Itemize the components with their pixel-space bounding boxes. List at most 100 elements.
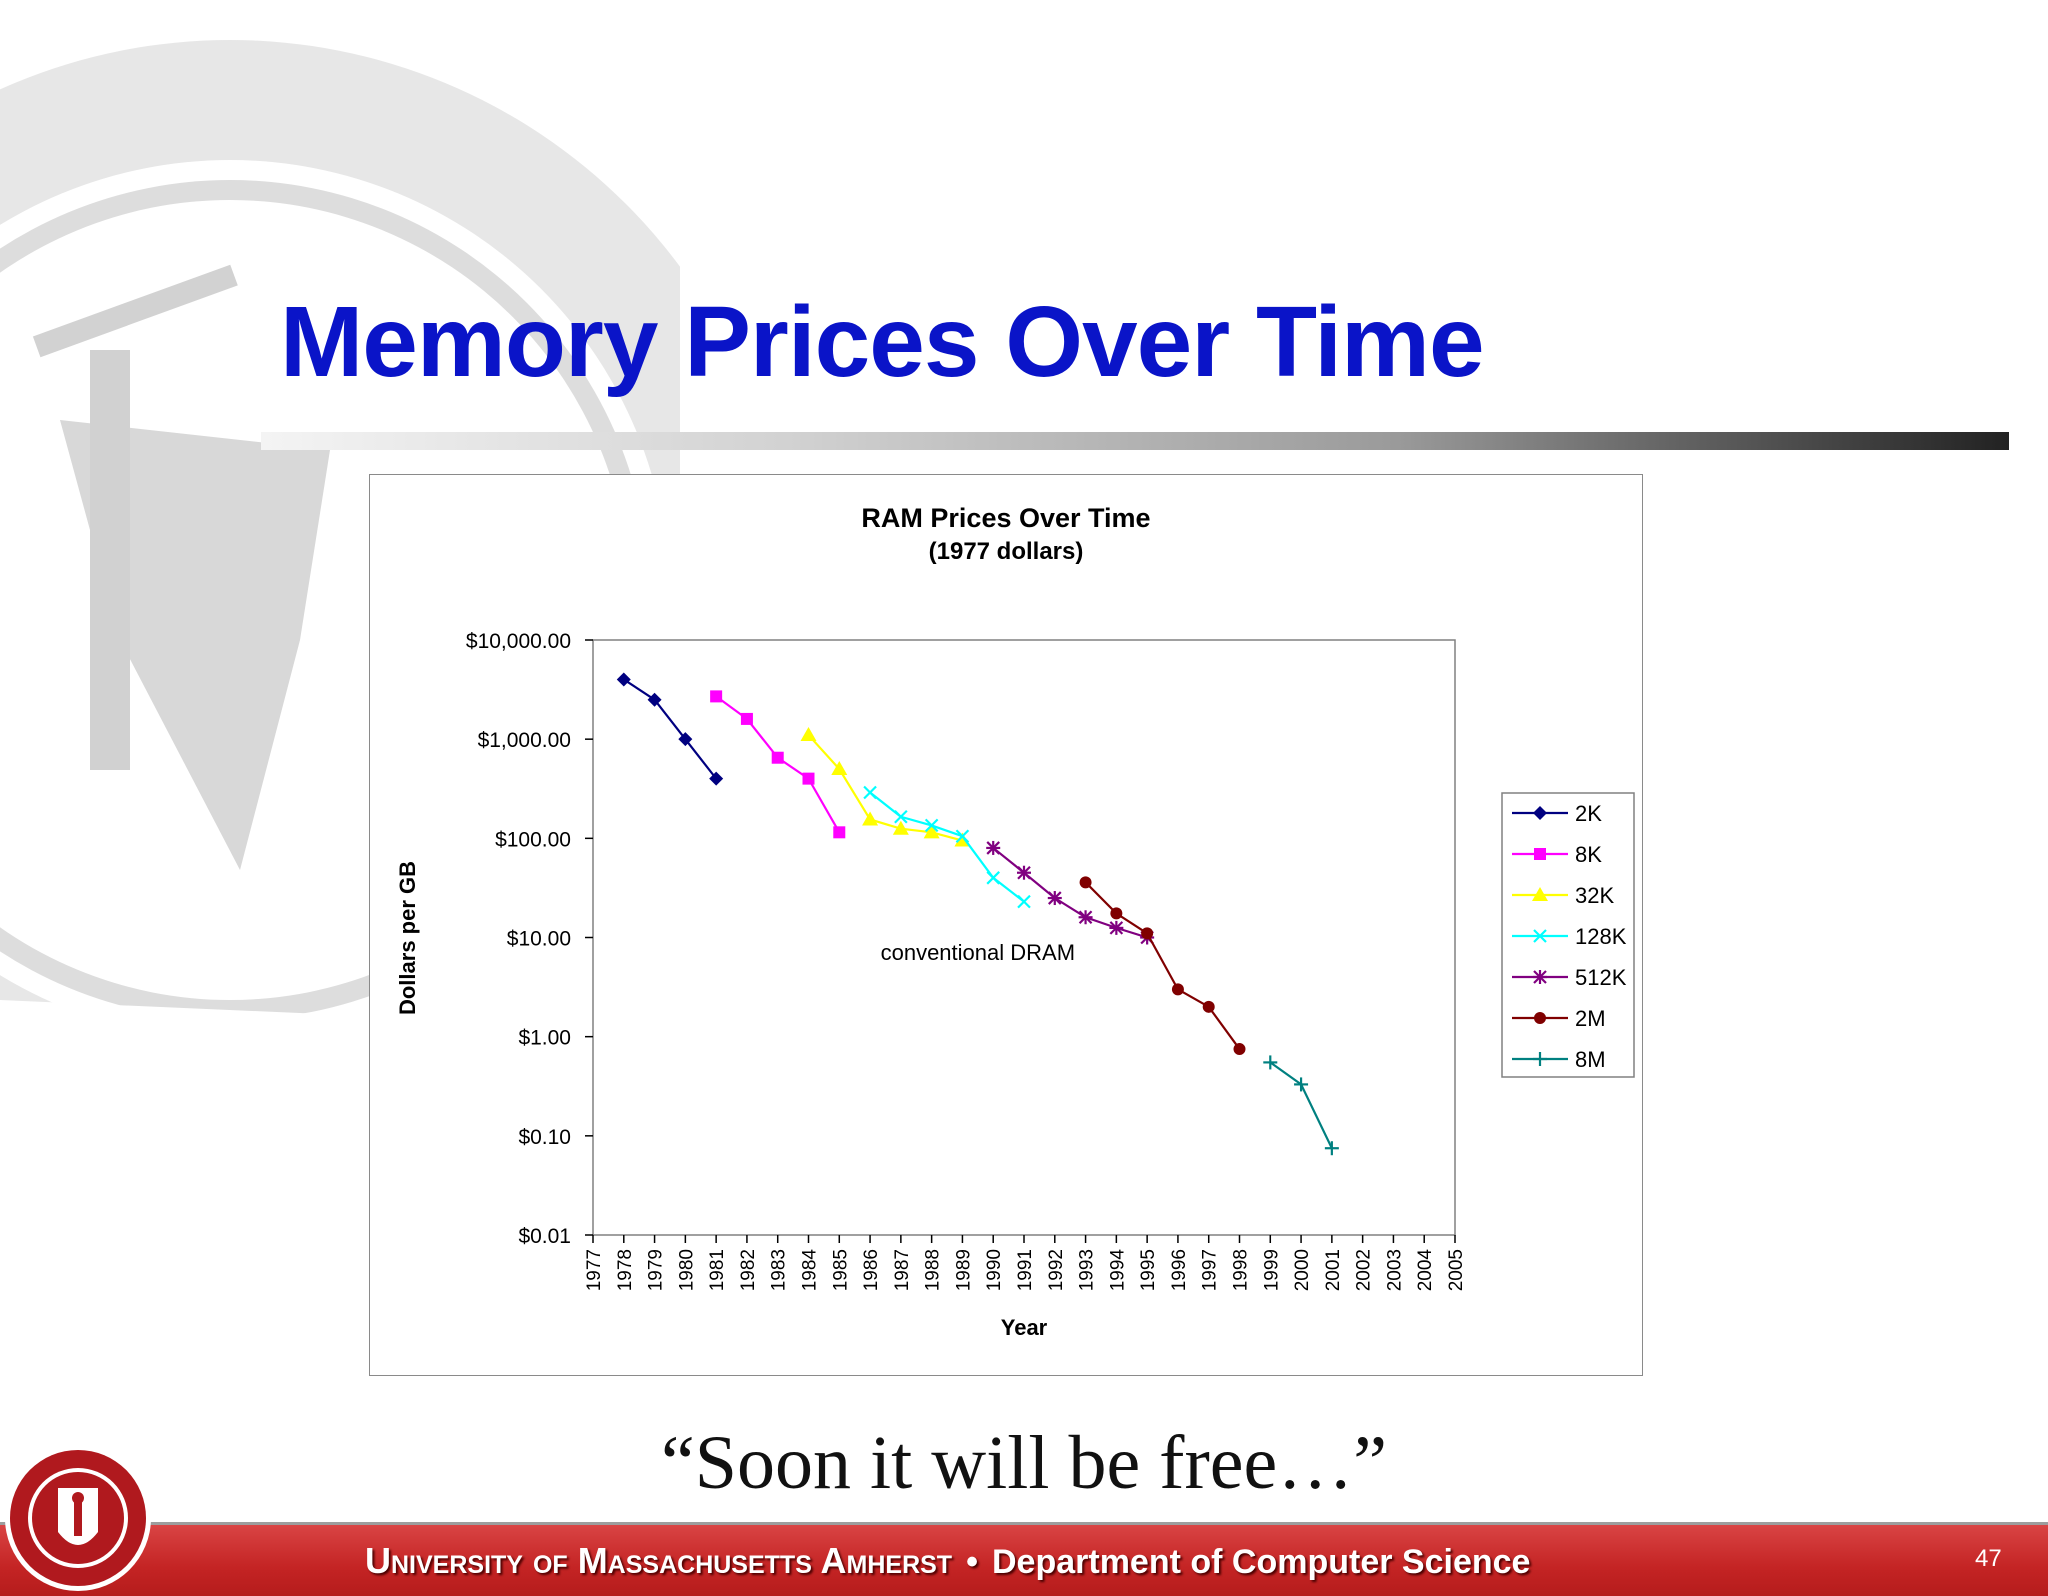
x-tick-label: 1977 bbox=[584, 1249, 605, 1291]
data-point-2k bbox=[709, 771, 724, 786]
series-2k bbox=[616, 672, 724, 786]
y-tick-label: $0.10 bbox=[518, 1126, 571, 1149]
legend-swatch-marker bbox=[1533, 806, 1547, 820]
data-point-8k bbox=[802, 772, 815, 785]
legend-label: 2M bbox=[1575, 1006, 1606, 1031]
x-tick-label: 1979 bbox=[646, 1249, 667, 1291]
y-axis-title: Dollars per GB bbox=[395, 861, 420, 1015]
legend-label: 128K bbox=[1575, 924, 1627, 949]
data-point-32k bbox=[923, 824, 940, 839]
x-axis-title: Year bbox=[1001, 1315, 1048, 1340]
y-tick-label: $100.00 bbox=[495, 828, 571, 851]
data-point-2m bbox=[1233, 1043, 1246, 1056]
data-point-2m bbox=[1171, 983, 1184, 996]
data-point-128k bbox=[955, 829, 970, 844]
data-point-8k bbox=[833, 826, 846, 839]
data-point-32k bbox=[800, 727, 817, 742]
data-point-128k bbox=[894, 809, 908, 824]
legend-item-8k: 8K bbox=[1512, 842, 1602, 867]
data-point-2k bbox=[647, 692, 662, 707]
plot-area bbox=[592, 639, 1456, 1236]
legend-label: 8M bbox=[1575, 1047, 1606, 1072]
data-point-32k bbox=[831, 761, 848, 776]
series-128k bbox=[863, 785, 1031, 909]
x-tick-label: 1987 bbox=[892, 1249, 913, 1291]
chart-title: RAM Prices Over Time bbox=[861, 503, 1150, 533]
data-point-8k bbox=[710, 690, 723, 703]
series-512k bbox=[986, 840, 1155, 945]
data-point-2k bbox=[678, 732, 693, 747]
data-point-32k bbox=[892, 820, 909, 835]
x-tick-label: 1994 bbox=[1107, 1249, 1128, 1292]
x-tick-label: 1985 bbox=[830, 1249, 851, 1291]
legend-label: 8K bbox=[1575, 842, 1602, 867]
data-point-128k bbox=[986, 871, 1000, 885]
series-line-2m bbox=[1084, 881, 1241, 1050]
data-point-512k bbox=[1109, 920, 1124, 935]
data-point-2k bbox=[616, 672, 631, 687]
x-tick-label: 1989 bbox=[953, 1249, 974, 1291]
title-rule bbox=[261, 432, 2009, 450]
x-axis: 1977 1978 1979 1980 1981 1982 1983 1984 1985 1986… bbox=[584, 1235, 1467, 1291]
footer-separator: • bbox=[966, 1543, 978, 1581]
x-tick-label: 1993 bbox=[1077, 1249, 1098, 1291]
x-tick-label: 2003 bbox=[1384, 1249, 1405, 1291]
y-axis: $0.01 $0.10 $1.00 $10.00 $100.00 $1,000.00 $10… bbox=[466, 630, 593, 1248]
y-tick-label: $10.00 bbox=[507, 928, 571, 951]
series-line-2k bbox=[623, 678, 718, 780]
x-tick-label: 1986 bbox=[861, 1249, 882, 1291]
series-layer bbox=[616, 672, 1339, 1156]
data-point-128k bbox=[1017, 894, 1031, 909]
data-point-2m bbox=[1110, 907, 1123, 920]
data-point-8m bbox=[1263, 1055, 1278, 1070]
slide-quote: “Soon it will be free…” bbox=[660, 1421, 1387, 1505]
x-tick-label: 1997 bbox=[1200, 1249, 1221, 1291]
x-tick-label: 2000 bbox=[1292, 1249, 1313, 1291]
data-point-128k bbox=[863, 785, 877, 800]
x-tick-label: 1984 bbox=[800, 1249, 821, 1292]
x-tick-label: 1996 bbox=[1169, 1249, 1190, 1291]
legend-item-2m: 2M bbox=[1512, 1006, 1606, 1031]
x-tick-label: 1988 bbox=[923, 1249, 944, 1291]
data-point-2m bbox=[1202, 1000, 1215, 1013]
x-tick-label: 2005 bbox=[1446, 1249, 1467, 1291]
data-point-32k bbox=[862, 811, 879, 826]
legend-swatch-marker bbox=[1533, 970, 1547, 984]
legend-label: 512K bbox=[1575, 965, 1627, 990]
data-point-8k bbox=[740, 712, 753, 725]
legend-label: 2K bbox=[1575, 801, 1602, 826]
data-point-512k bbox=[1017, 865, 1031, 880]
x-tick-label: 1981 bbox=[707, 1249, 728, 1291]
series-8k bbox=[710, 690, 846, 839]
legend-item-2k: 2K bbox=[1512, 801, 1602, 826]
data-point-512k bbox=[1047, 891, 1062, 906]
x-tick-label: 2004 bbox=[1415, 1249, 1436, 1292]
slide-title: Memory Prices Over Time bbox=[280, 286, 1485, 398]
data-point-2m bbox=[1141, 927, 1154, 940]
data-point-8m bbox=[1294, 1077, 1309, 1092]
chart-frame: RAM Prices Over Time (1977 dollars) $0.0… bbox=[369, 474, 1643, 1376]
footer-department: Department of Computer Science bbox=[992, 1543, 1531, 1581]
page-number: 47 bbox=[1975, 1545, 2002, 1572]
footer-bar bbox=[0, 1522, 2048, 1596]
umass-seal-logo bbox=[5, 1445, 151, 1591]
legend-item-8m: 8M bbox=[1512, 1047, 1606, 1072]
legend-label: 32K bbox=[1575, 883, 1614, 908]
x-tick-label: 1992 bbox=[1046, 1249, 1067, 1291]
legend-item-128k: 128K bbox=[1512, 924, 1627, 949]
data-point-8m bbox=[1324, 1141, 1339, 1156]
legend-swatch-marker bbox=[1534, 848, 1546, 860]
legend-item-512k: 512K bbox=[1512, 965, 1627, 990]
chart-annotation: conventional DRAM bbox=[881, 940, 1075, 965]
data-point-512k bbox=[986, 840, 1001, 855]
footer-text: University of Massachusetts Amherst • Depa… bbox=[365, 1540, 1530, 1582]
legend-swatch-marker bbox=[1533, 929, 1547, 943]
x-tick-label: 2001 bbox=[1323, 1249, 1344, 1291]
data-point-2m bbox=[1079, 876, 1092, 889]
series-2m bbox=[1079, 876, 1246, 1056]
y-tick-label: $1,000.00 bbox=[478, 729, 571, 752]
legend-swatch-marker bbox=[1532, 887, 1548, 901]
legend-swatch-marker bbox=[1533, 1052, 1547, 1066]
data-point-128k bbox=[924, 818, 939, 833]
x-tick-label: 1998 bbox=[1231, 1249, 1252, 1291]
